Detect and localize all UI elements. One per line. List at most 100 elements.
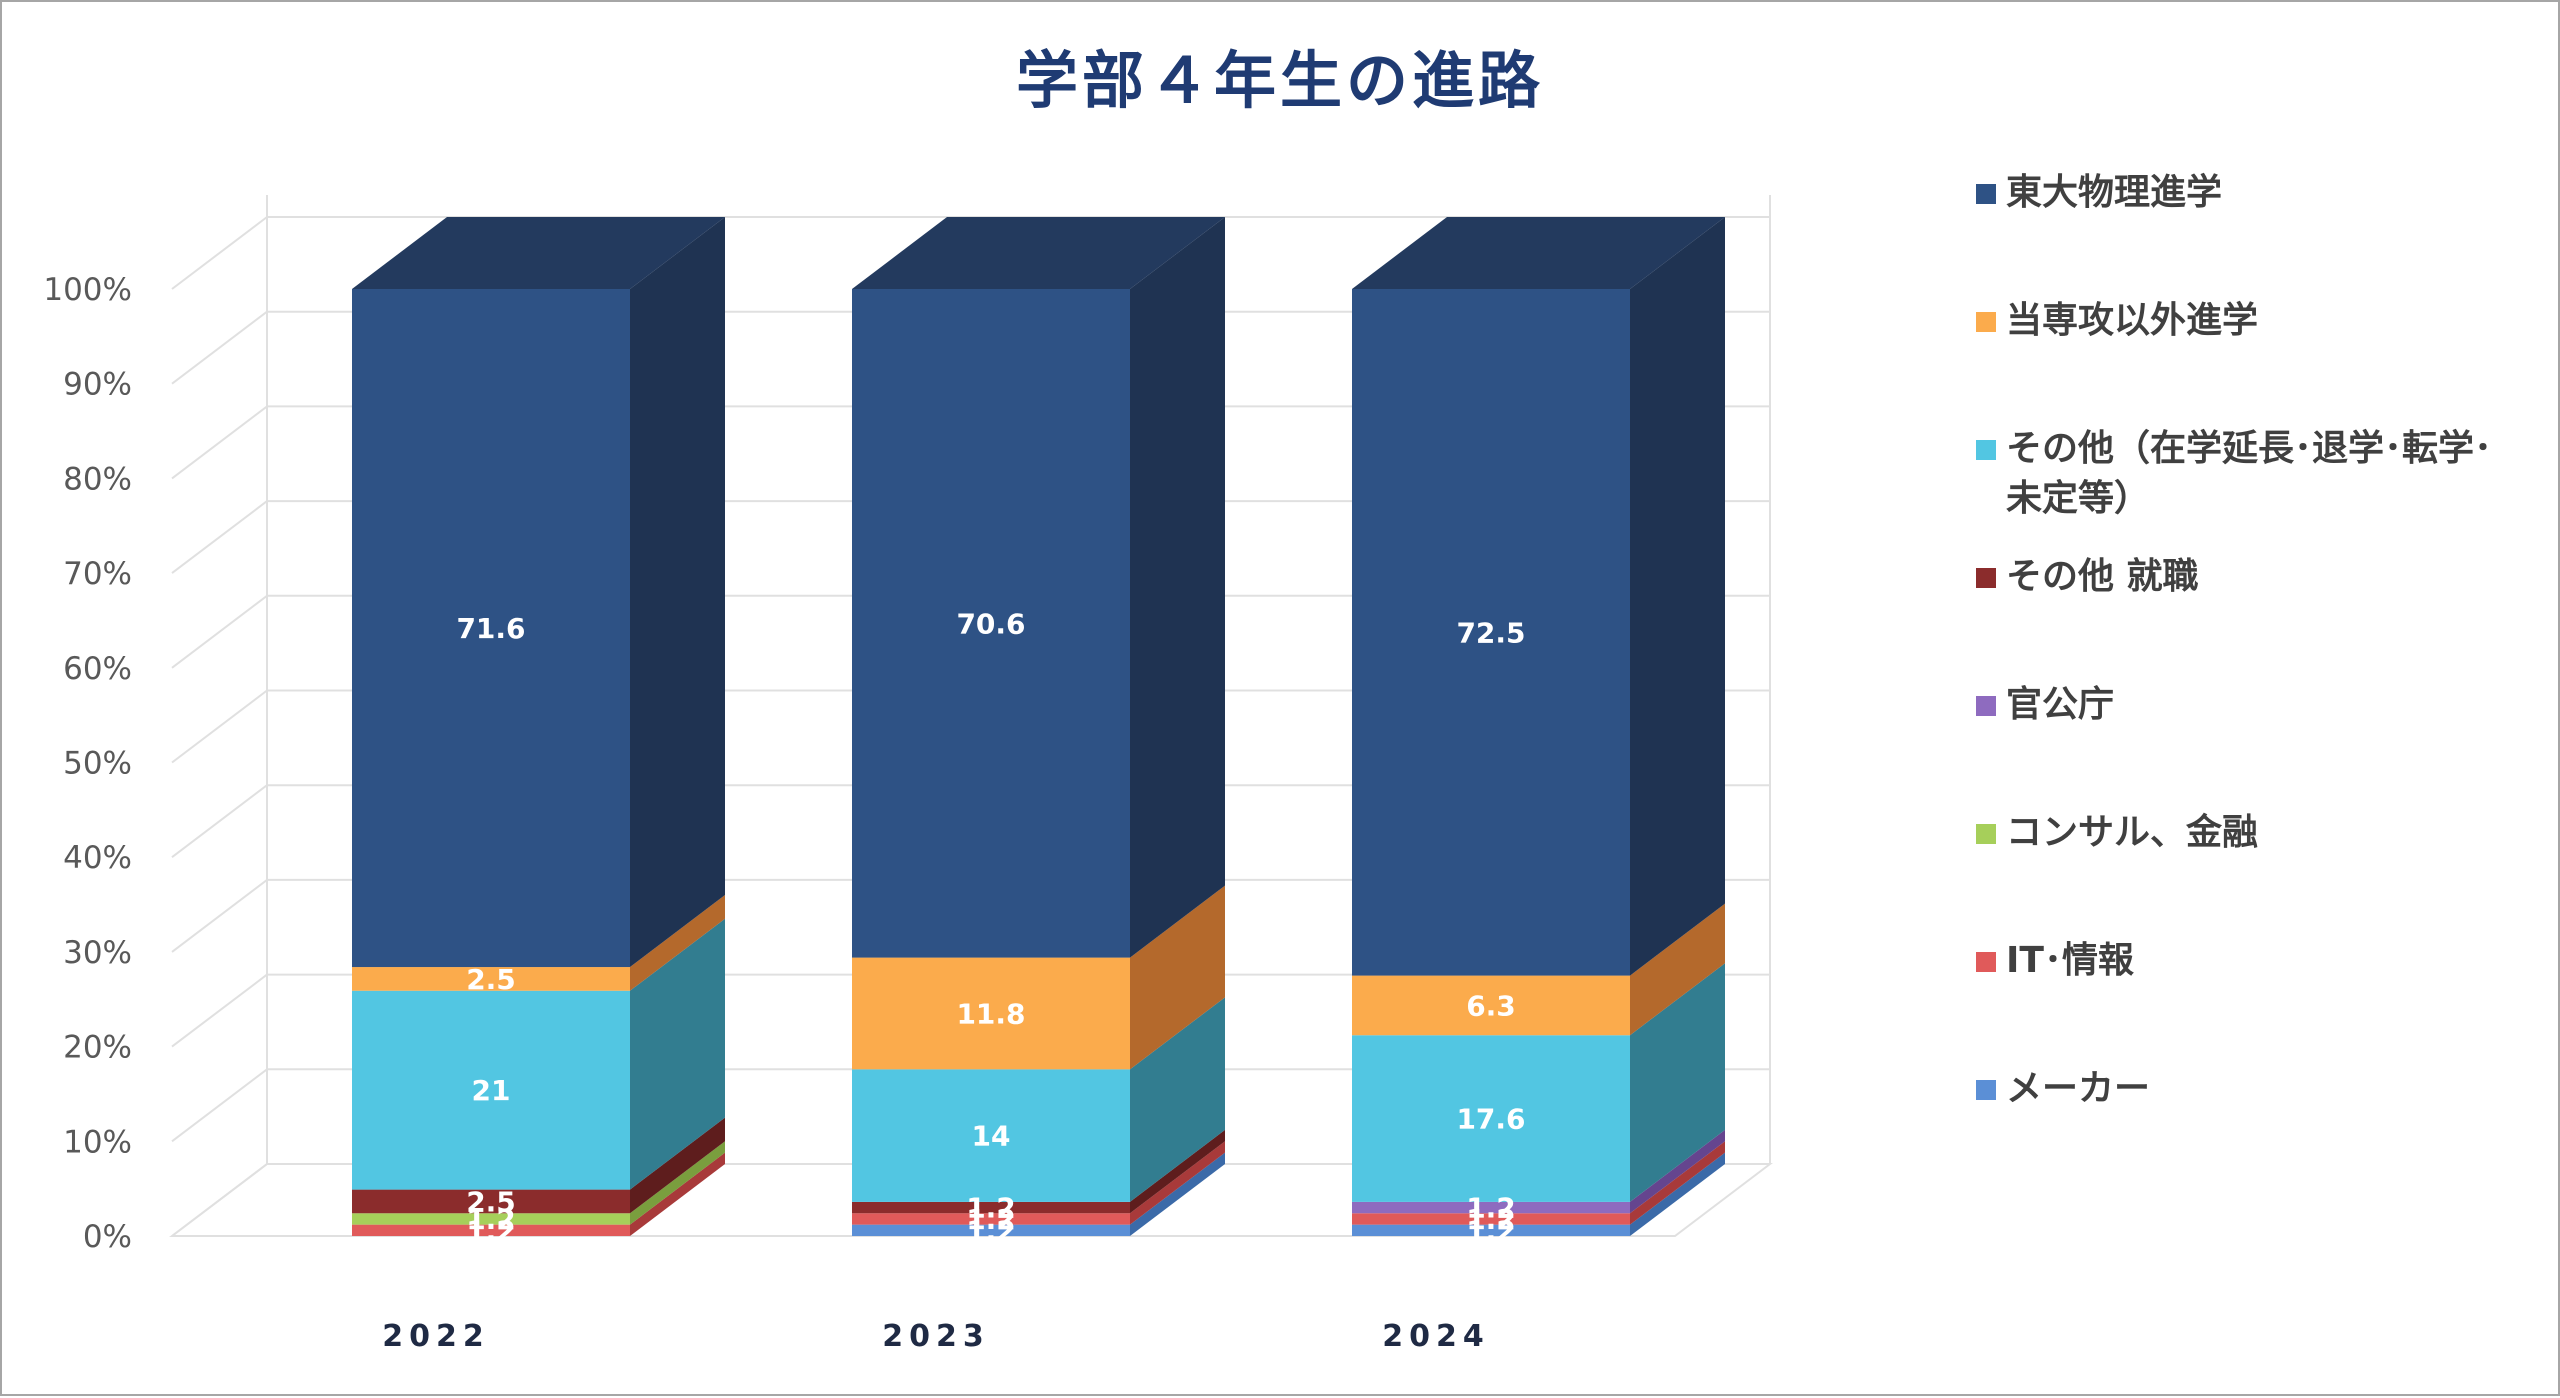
y-axis: 0% 10% 20% 30% 40% 50% 60% 70% 80% 90% 100%	[43, 272, 132, 1255]
bar-side-face	[630, 1152, 725, 1236]
bar-top-face	[352, 217, 725, 289]
y-tick-label: 10%	[63, 1124, 132, 1160]
data-label: 2.5	[466, 963, 516, 996]
gridline	[171, 1068, 268, 1143]
legend-label: 官公庁	[2006, 684, 2114, 725]
bar-segment	[352, 1189, 630, 1214]
data-label: 71.6	[456, 612, 525, 645]
bar-side-face	[630, 895, 725, 991]
gridline	[171, 689, 268, 764]
legend-item: その他 就職	[1976, 556, 2199, 597]
bar-segment	[1352, 975, 1630, 1036]
bar-segment	[1352, 1224, 1630, 1236]
data-label: 1.2	[466, 1214, 516, 1247]
bar-side-face	[1630, 217, 1725, 976]
legend-label: コンサル、金融	[2006, 811, 2258, 853]
bar-segment	[852, 1213, 1130, 1225]
gridline	[171, 500, 268, 574]
legend-label: 未定等）	[2006, 478, 2150, 519]
legend-swatch	[1976, 568, 1996, 588]
data-label: 1.2	[966, 1203, 1016, 1236]
chart-title: 学部４年生の進路	[1016, 44, 1544, 117]
data-label: 2.5	[466, 1185, 516, 1218]
legend-swatch	[1976, 440, 1996, 460]
legend-item: 東大物理進学	[1976, 171, 2222, 213]
y-tick-label: 90%	[63, 367, 132, 403]
bar-segment	[1352, 1035, 1630, 1202]
legend-item: コンサル、金融	[1976, 811, 2258, 853]
legend-label: 東大物理進学	[2006, 171, 2222, 213]
bar-side-face	[1130, 1141, 1225, 1225]
data-label: 14	[972, 1120, 1011, 1153]
bar-side-face	[1630, 1141, 1725, 1225]
y-tick-label: 50%	[63, 746, 132, 782]
y-tick-label: 0%	[83, 1219, 132, 1255]
y-tick-label: 40%	[63, 840, 132, 876]
x-tick-label: 2024	[1382, 1319, 1490, 1354]
data-label: 1.2	[466, 1203, 516, 1236]
bars: 1.21.22.5212.571.61.21.21.21411.870.61.2…	[352, 217, 1725, 1247]
legend-swatch	[1976, 824, 1996, 844]
bar-segment	[852, 289, 1130, 958]
bar-top-face	[852, 217, 1225, 289]
legend-swatch	[1976, 952, 1996, 972]
gridline	[171, 310, 268, 385]
legend-item: その他（在学延長･退学･転学･ 未定等）	[1976, 427, 2492, 519]
gridline	[171, 879, 268, 953]
bar-segment	[352, 1213, 630, 1225]
data-label: 17.6	[1456, 1103, 1525, 1136]
legend-label: その他（在学延長･退学･転学･	[2006, 427, 2492, 469]
bar-segment	[352, 289, 630, 968]
bar-segment	[1352, 1201, 1630, 1214]
data-label: 72.5	[1456, 616, 1525, 649]
gridline	[171, 595, 268, 669]
legend-item: 当専攻以外進学	[1976, 299, 2258, 341]
legend-swatch	[1976, 1080, 1996, 1100]
gridline	[171, 973, 268, 1048]
legend-label: 当専攻以外進学	[2006, 299, 2258, 341]
x-tick-label: 2022	[382, 1319, 490, 1354]
legend-item: メーカー	[1976, 1068, 2150, 1109]
y-tick-label: 100%	[43, 272, 132, 308]
data-label: 1.2	[1466, 1203, 1516, 1236]
legend-label: その他 就職	[2006, 556, 2199, 597]
data-label: 6.3	[1466, 989, 1516, 1022]
y-tick-label: 80%	[63, 461, 132, 497]
bar-side-face	[1630, 1152, 1725, 1236]
bar-segment	[352, 1224, 630, 1236]
bar-side-face	[1130, 997, 1225, 1202]
legend-item: 官公庁	[1976, 684, 2114, 725]
gridline	[171, 1163, 268, 1237]
legend-item: IT･情報	[1976, 940, 2134, 981]
x-axis: 2022 2023 2024	[382, 1319, 1490, 1354]
bar-segment	[852, 1069, 1130, 1202]
gridline	[171, 405, 268, 480]
bar-side-face	[1130, 1129, 1225, 1214]
data-label: 1.2	[1466, 1214, 1516, 1247]
bar-segment	[852, 957, 1130, 1070]
y-tick-label: 20%	[63, 1030, 132, 1066]
bar-segment	[1352, 1213, 1630, 1225]
bar-segment	[352, 990, 630, 1190]
bar-side-face	[1130, 217, 1225, 958]
bar-segment	[352, 967, 630, 991]
y-tick-label: 30%	[63, 935, 132, 971]
y-tick-label: 70%	[63, 556, 132, 592]
gridline	[171, 784, 268, 858]
data-label: 21	[472, 1074, 511, 1107]
bar-side-face	[630, 1117, 725, 1214]
bar-segment	[852, 1224, 1130, 1236]
bar-side-face	[1630, 963, 1725, 1202]
bar-top-face	[1352, 217, 1725, 289]
x-tick-label: 2023	[882, 1319, 990, 1354]
data-label: 1.2	[1466, 1192, 1516, 1225]
data-label: 70.6	[956, 607, 1025, 640]
data-label: 11.8	[956, 997, 1025, 1030]
bar-side-face	[1630, 1129, 1725, 1214]
bar-side-face	[1630, 903, 1725, 1036]
data-label: 1.2	[966, 1192, 1016, 1225]
bar-side-face	[630, 1141, 725, 1225]
